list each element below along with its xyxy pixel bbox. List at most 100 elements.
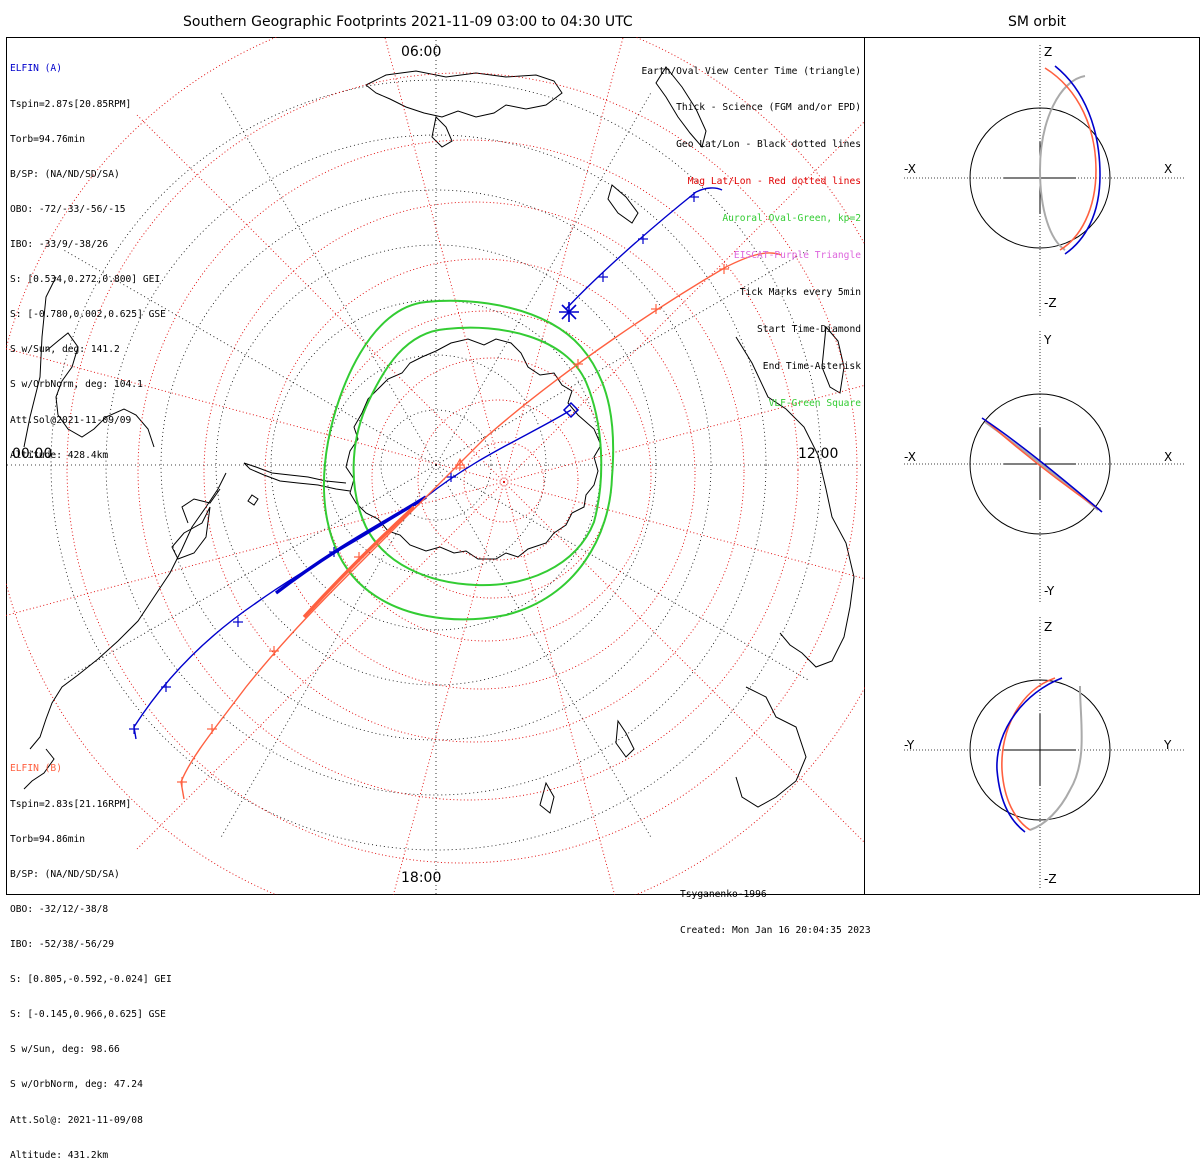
orbit-0-top-label: Z [1044, 45, 1053, 59]
mag-longitude-line [503, 384, 865, 483]
mag-longitude-line [6, 348, 505, 483]
elfin-a-line: OBO: -72/-33/-56/-15 [10, 203, 126, 215]
mag-latitude-circle [264, 258, 696, 690]
orbit-2-left-label: -Y [904, 738, 915, 752]
tierra-del-fuego-coast [171, 506, 211, 560]
elfin-b-line: S w/OrbNorm, deg: 47.24 [10, 1079, 143, 1091]
geo-longitude-line [435, 464, 652, 838]
mag-latitude-circle [320, 310, 652, 642]
elfin-a-line: Tspin=2.87s[20.85RPM] [10, 98, 132, 110]
elfin-a-line: B/SP: (NA/ND/SD/SA) [10, 168, 120, 180]
mag-grid [6, 37, 865, 895]
africa-coast [45, 332, 155, 448]
orbit-tracks [1038, 65, 1101, 255]
elfin-a-start-diamond [562, 401, 580, 419]
mag-longitude-line [503, 481, 865, 844]
island-coast [539, 781, 555, 814]
elfin-a-line: IBO: -33/9/-38/26 [10, 238, 109, 250]
geo-longitude-line [435, 92, 652, 466]
legend-geo-grid: Geo Lat/Lon - Black dotted lines [676, 139, 861, 151]
legend-mag-grid: Mag Lat/Lon - Red dotted lines [687, 176, 861, 188]
geo-longitude-line [63, 464, 437, 681]
orbit-1-right-label: X [1164, 450, 1173, 464]
footprint-tracks [129, 187, 782, 800]
elfin-a-line: Att.Sol@2021-11-09/09 [10, 414, 132, 426]
mag-latitude-circle [66, 72, 858, 864]
elfin-a-line: S: [0.534,0.272,0.800] GEI [10, 274, 161, 286]
elfin-a-end-asterisk [561, 304, 577, 320]
coastlines [23, 66, 855, 814]
mag-longitude-line [135, 481, 505, 851]
orbit-elfin-a-track [1054, 65, 1101, 255]
island-coast [615, 719, 635, 758]
elfin-b-track [180, 252, 782, 800]
elfin-b-line: Torb=94.86min [10, 833, 86, 845]
orbit-0-right-label: X [1164, 162, 1173, 176]
legend-view-center: Earth/Oval View Center Time (triangle) [641, 65, 862, 77]
orbit-panel-yz [904, 617, 1184, 889]
orbit-1-left-label: -X [904, 450, 916, 464]
geo-latitude-circle [325, 354, 547, 576]
orbit-0-left-label: -X [904, 162, 916, 176]
geo-latitude-circle [105, 134, 767, 796]
elfin-b-science-segment [302, 505, 416, 619]
elfin-b-line: Altitude: 431.2km [10, 1149, 109, 1161]
legend-end-time: End Time-Asterisk [762, 360, 861, 372]
elfin-b-line: IBO: -52/38/-56/29 [10, 938, 114, 950]
orbit-elfin-b-track [1001, 677, 1056, 831]
mag-longitude-line [503, 481, 616, 895]
geo-latitude-circle [160, 189, 712, 741]
mag-latitude-circle [417, 399, 579, 561]
mag-longitude-line [503, 120, 865, 483]
page-title: Southern Geographic Footprints 2021-11-0… [183, 14, 633, 30]
orbit-1-bottom-label: -Y [1044, 584, 1055, 598]
legend-vlf: VLF-Green Square [768, 397, 861, 409]
legend: Earth/Oval View Center Time (triangle) T… [642, 41, 862, 422]
orbit-elfin-b-track [1044, 67, 1097, 251]
orbit-panel-xy [904, 331, 1184, 603]
map-label-left: 00:00 [12, 446, 53, 462]
view-center-triangle [454, 457, 466, 469]
elfin-a-line: S w/Sun, deg: 141.2 [10, 344, 120, 356]
mag-latitude-circle [137, 139, 799, 801]
legend-auroral-oval: Auroral Oval-Green, kp=2 [722, 213, 861, 225]
orbit-1-top-label: Y [1044, 333, 1052, 347]
orbit-2-bottom-label: -Z [1044, 872, 1057, 886]
orbit-title: SM orbit [1008, 14, 1067, 30]
antarctic-peninsula-coast [243, 462, 351, 492]
elfin-a-line: S w/OrbNorm, deg: 104.1 [10, 379, 143, 391]
mag-latitude-circle [463, 441, 545, 523]
elfin-b-line: Tspin=2.83s[21.16RPM] [10, 798, 132, 810]
elfin-b-line: S: [0.805,-0.592,-0.024] GEI [10, 974, 172, 986]
mag-longitude-line [384, 37, 505, 483]
auroral-oval-outer [323, 299, 615, 621]
mag-longitude-line [503, 481, 865, 580]
mag-longitude-line [135, 113, 505, 483]
right-continent-coast [735, 336, 855, 808]
elfin-b-line: S w/Sun, deg: 98.66 [10, 1044, 120, 1056]
auroral-ovals [323, 299, 615, 621]
elfin-b-line: B/SP: (NA/ND/SD/SA) [10, 868, 120, 880]
auroral-oval-inner [352, 326, 603, 587]
elfin-a-science-segment [274, 495, 427, 595]
geo-longitude-line [435, 464, 809, 681]
orbit-2-top-label: Z [1044, 620, 1053, 634]
earth-circle [969, 679, 1111, 821]
map-label-right: 12:00 [798, 446, 839, 462]
geo-grid [6, 37, 865, 895]
elfin-b-line: OBO: -32/12/-38/8 [10, 903, 109, 915]
orbit-gray-track [1038, 75, 1086, 251]
elfin-a-line: S: [-0.780,0.002,0.625] GSE [10, 309, 166, 321]
mag-longitude-line [6, 481, 505, 616]
island-coast [247, 494, 259, 506]
south-america-west-coast [23, 276, 57, 790]
elfin-b-line: Att.Sol@: 2021-11-09/08 [10, 1114, 143, 1126]
orbit-gray-track [1029, 685, 1083, 831]
orbit-elfin-a-track [981, 417, 1103, 513]
geo-latitude-circle [380, 409, 492, 521]
orbit-tracks [981, 417, 1103, 513]
new-zealand-coast [607, 66, 707, 224]
legend-tick-marks: Tick Marks every 5min [739, 286, 861, 298]
credits: Tsyganenko-1996 Created: Mon Jan 16 20:0… [680, 866, 871, 948]
south-america-coast [29, 472, 227, 750]
